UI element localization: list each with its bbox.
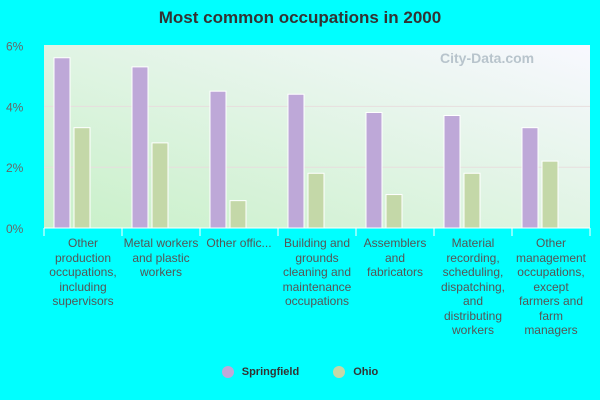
x-tick-label: Building and grounds cleaning and mainte… [282,236,352,308]
legend: Springfield Ohio [0,366,600,378]
legend-label: Springfield [241,366,300,378]
legend-item: Springfield [221,366,300,378]
bar-ohio [463,172,481,229]
bar-ohio [229,200,247,229]
bar-ohio [385,194,403,229]
bar-springfield [365,111,383,229]
legend-label: Ohio [353,366,379,378]
x-tick-label: Metal workers and plastic workers [123,236,199,279]
chart-title: Most common occupations in 2000 [158,8,442,27]
bar-ohio [307,172,325,229]
x-tick-label: Material recording, scheduling, dispatch… [440,236,506,337]
bar-ohio [73,127,91,229]
bar-ohio [541,160,559,229]
y-tick-label: 6% [6,40,24,54]
legend-swatch [333,366,346,378]
x-tick-label: Other offic... [206,236,272,250]
bar-springfield [287,93,305,229]
bar-springfield [209,90,227,229]
x-tick-label: Assemblers and fabricators [363,236,427,279]
bar-springfield [521,127,539,229]
watermark: City-Data.com [440,50,535,66]
bar-springfield [131,66,149,229]
y-tick-label: 4% [6,100,24,114]
bar-ohio [151,142,169,229]
bar-springfield [443,115,461,229]
y-tick-label: 2% [6,161,24,175]
legend-item: Ohio [333,366,378,378]
x-tick-label: Other production occupations, including … [49,236,117,308]
y-tick-label: 0% [6,222,24,236]
x-tick-label: Other management occupations, except far… [515,236,587,337]
legend-swatch [221,366,234,378]
bar-springfield [53,57,71,229]
